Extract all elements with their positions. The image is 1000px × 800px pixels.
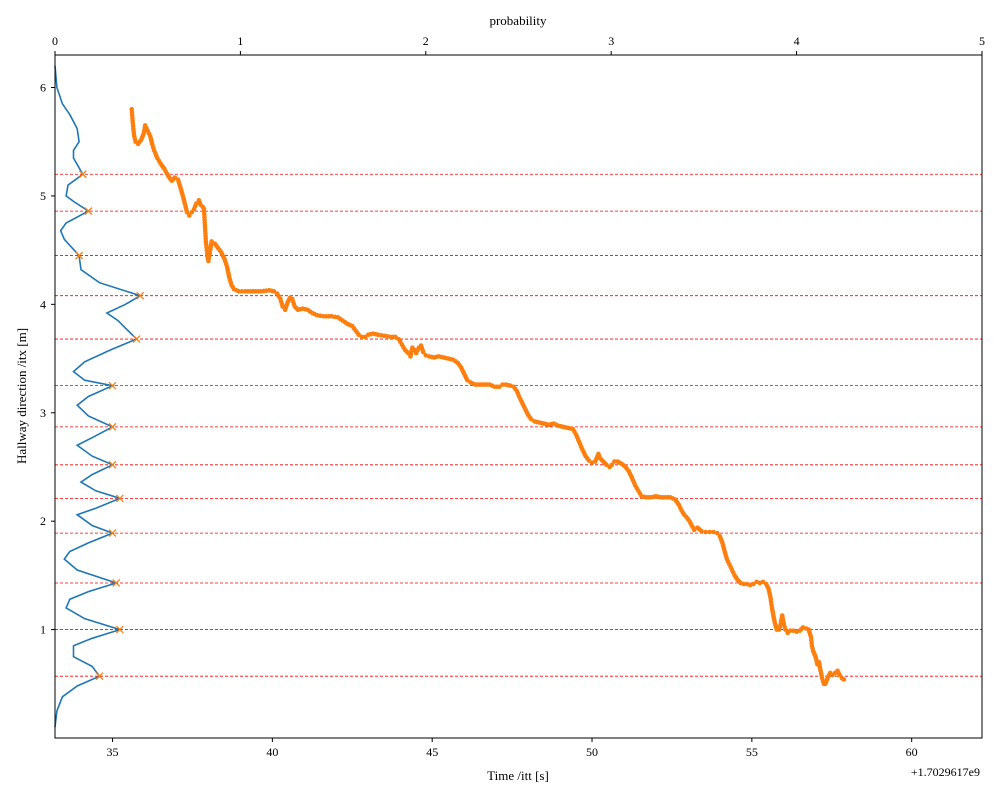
y-tick-label: 2 <box>40 514 46 528</box>
trajectory-points <box>129 106 847 687</box>
x-tick-label: 55 <box>746 745 758 759</box>
trajectory-point <box>189 209 195 215</box>
trajectory-point <box>837 672 843 678</box>
peak-marker <box>115 494 124 503</box>
peak-marker <box>108 460 117 469</box>
peak-marker <box>78 170 87 179</box>
x-axis-offset-text: +1.7029617e9 <box>911 765 980 779</box>
trajectory-point <box>783 627 788 632</box>
x-axis: 35 40 45 50 55 60 <box>107 738 918 759</box>
top-x-tick-label: 1 <box>237 34 243 48</box>
peak-marker <box>84 207 93 216</box>
trajectory-point <box>699 528 704 534</box>
top-x-tick-label: 3 <box>608 34 614 48</box>
trajectory-point <box>612 459 617 464</box>
y-tick-label: 6 <box>40 81 46 95</box>
x-tick-label: 45 <box>426 745 438 759</box>
top-x-tick-label: 5 <box>979 34 985 48</box>
trajectory-point <box>787 628 793 633</box>
peak-marker <box>108 529 117 538</box>
x-axis-title: Time /itt [s] <box>487 768 549 783</box>
y-tick-label: 1 <box>40 623 46 637</box>
trajectory-point <box>359 334 365 340</box>
trajectory-point <box>841 677 847 682</box>
trajectory-point <box>707 529 712 535</box>
trajectory-point <box>186 213 192 218</box>
trajectory-point <box>420 349 426 355</box>
y-tick-label: 3 <box>40 406 46 420</box>
x-tick-label: 50 <box>586 745 598 759</box>
peak-marker <box>95 672 104 681</box>
trajectory-point <box>715 530 720 536</box>
y-axis: 1 2 3 4 5 6 <box>40 81 55 637</box>
y-tick-label: 5 <box>40 189 46 203</box>
x-tick-label: 35 <box>107 745 119 759</box>
x-tick-label: 40 <box>266 745 278 759</box>
density-curve <box>54 65 143 728</box>
trajectory-point <box>184 209 190 215</box>
peak-marker <box>115 625 124 634</box>
trajectory-point <box>741 581 747 587</box>
y-axis-title: Hallway direction /itx [m] <box>14 328 29 464</box>
trajectory-point <box>236 289 242 294</box>
top-x-tick-label: 4 <box>794 34 800 48</box>
peak-marker <box>108 381 117 390</box>
plot-frame <box>54 54 983 739</box>
peak-marker <box>112 579 121 587</box>
trajectory-point <box>239 289 245 294</box>
peak-marker <box>136 291 145 300</box>
top-x-axis-title: probability <box>489 13 547 28</box>
peak-marker <box>132 335 141 344</box>
density-curve-group <box>54 65 143 728</box>
x-tick-label: 60 <box>906 745 918 759</box>
top-x-tick-label: 2 <box>423 34 429 48</box>
trajectory-point <box>711 529 716 535</box>
trajectory-point <box>500 382 505 387</box>
trajectory-point <box>703 529 708 535</box>
trajectory-point <box>609 462 615 468</box>
y-tick-label: 4 <box>40 297 46 311</box>
top-x-axis: 0 1 2 3 4 5 <box>52 34 985 55</box>
top-x-tick-label: 0 <box>52 34 58 48</box>
peak-marker <box>75 251 84 260</box>
peak-markers <box>75 170 145 681</box>
peak-marker <box>108 422 117 431</box>
